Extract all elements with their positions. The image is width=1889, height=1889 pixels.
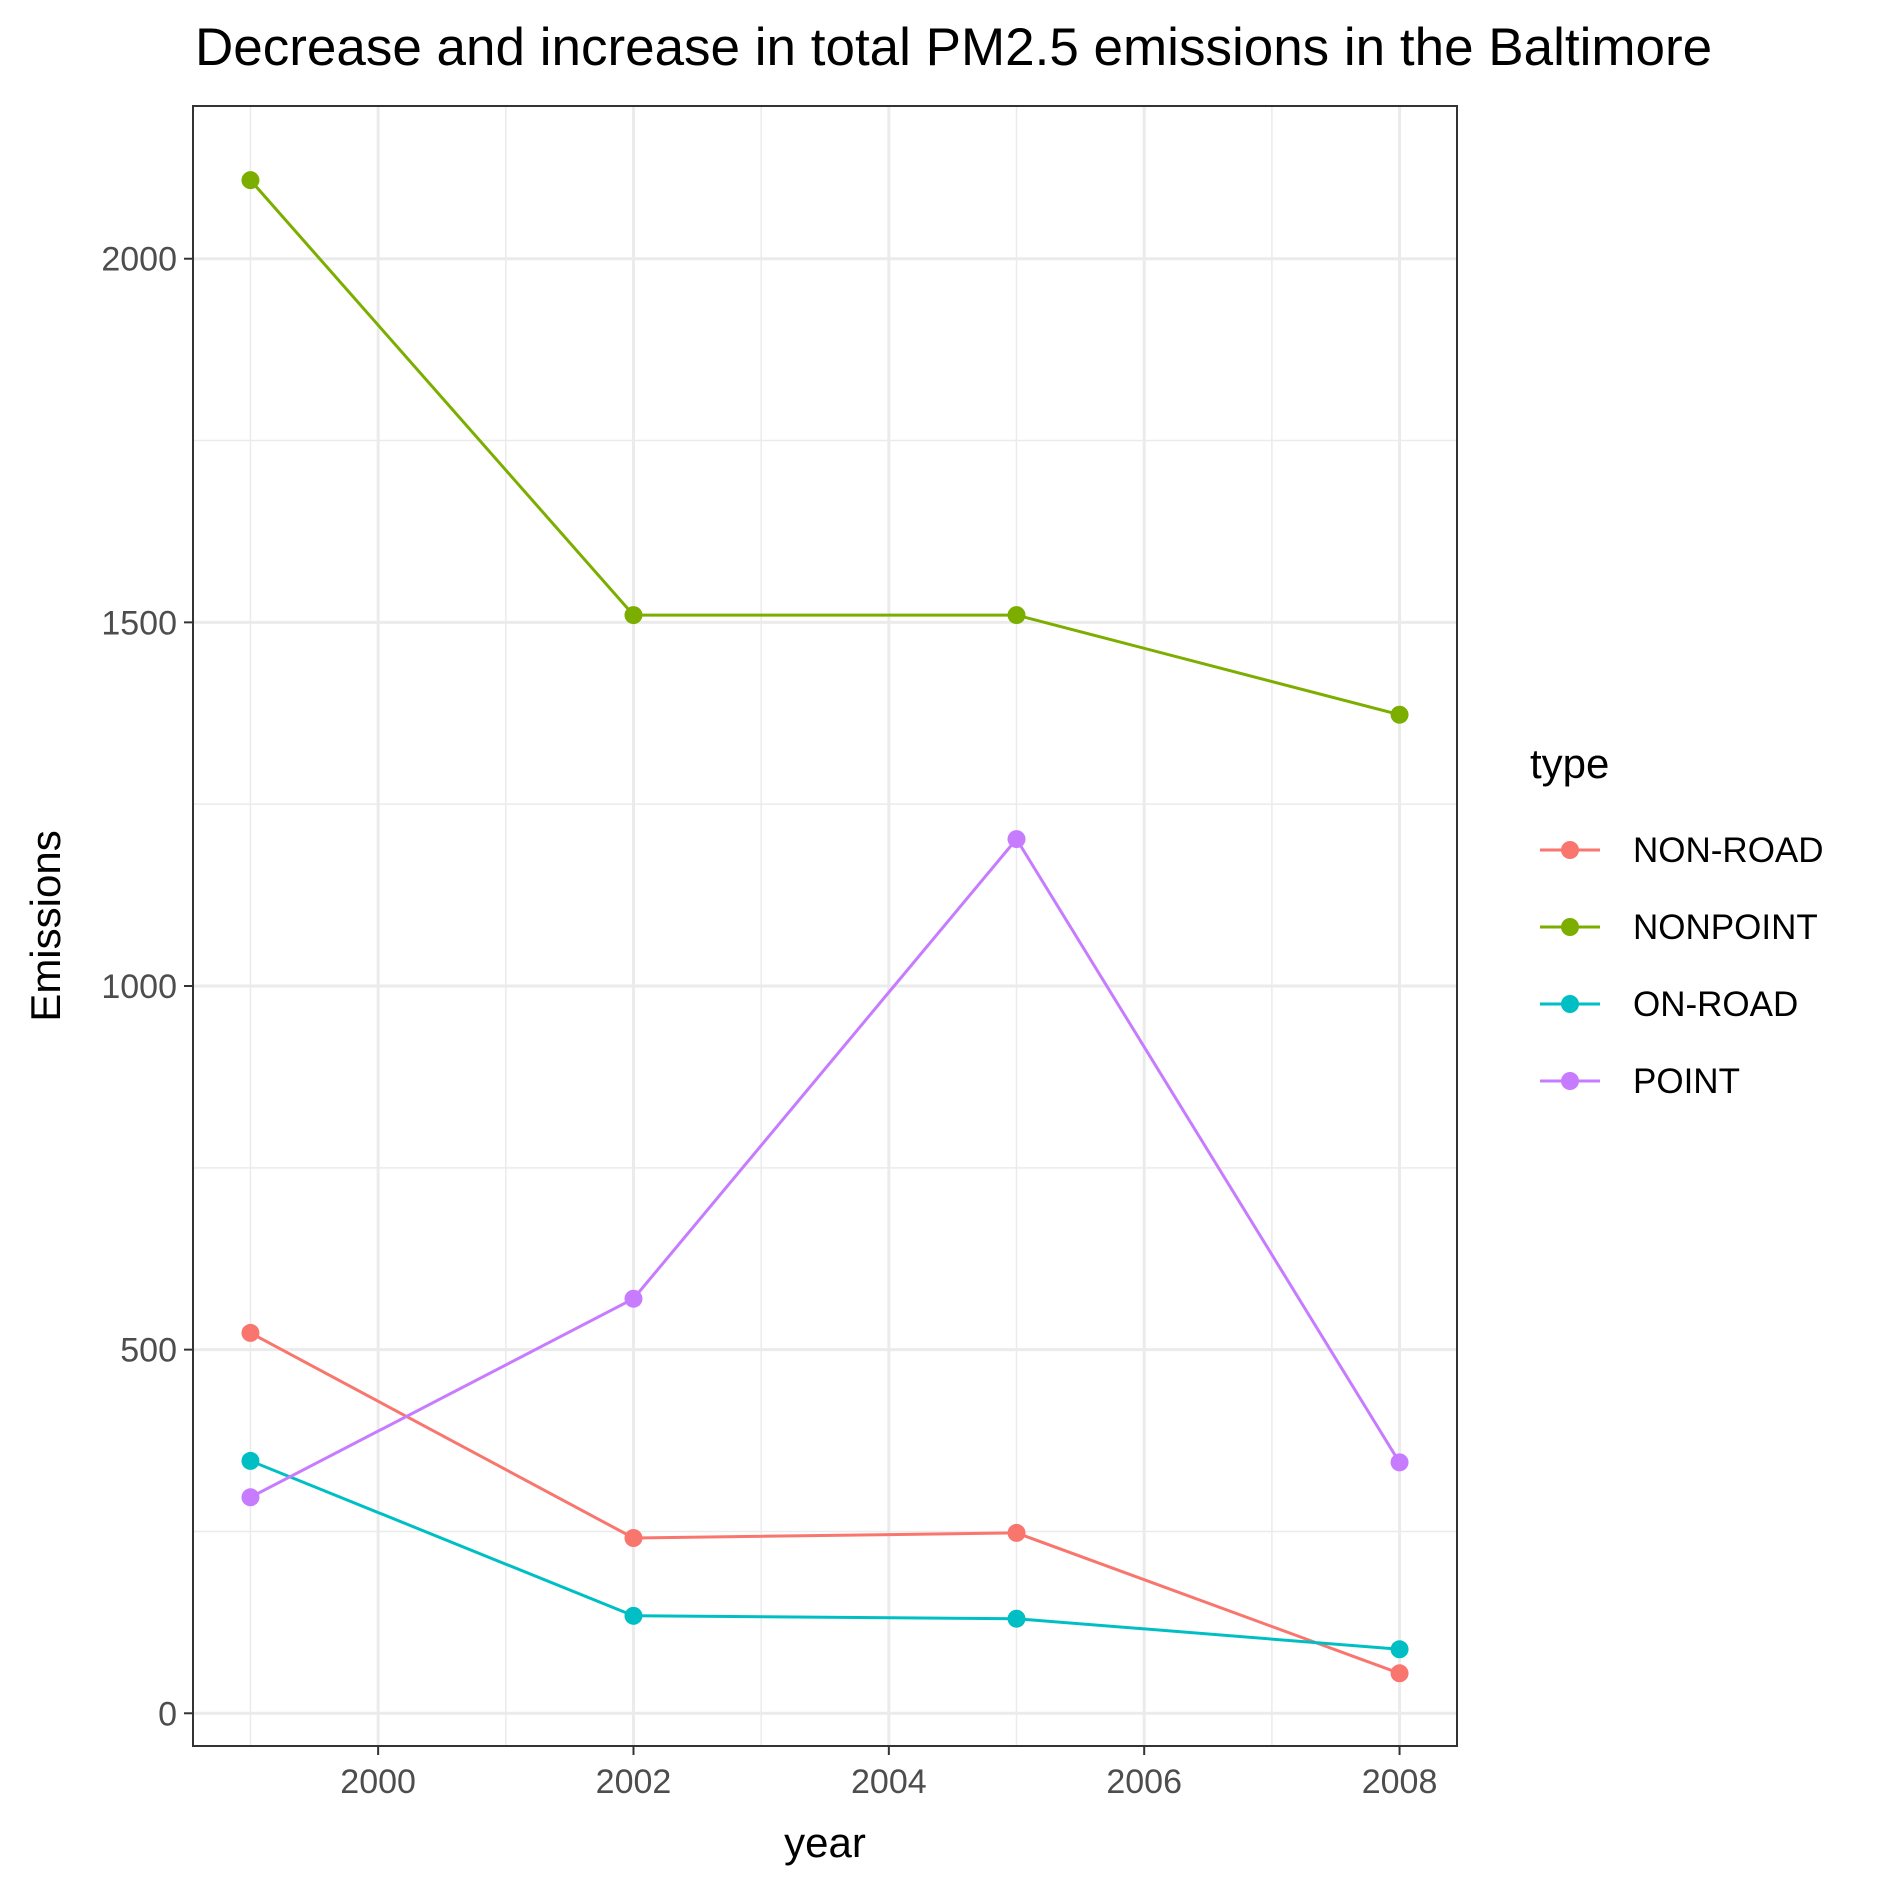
data-point-non-road (1390, 1664, 1409, 1683)
x-tick-label: 2004 (851, 1763, 927, 1801)
legend-item-on-road: ON-ROAD (1540, 985, 1798, 1024)
x-tick-label: 2008 (1362, 1763, 1438, 1801)
legend-key-point (1561, 1072, 1579, 1090)
legend-key-point (1561, 995, 1579, 1013)
legend-key-point (1561, 841, 1579, 859)
y-tick-label: 1000 (101, 968, 177, 1006)
x-axis-title: year (784, 1819, 866, 1866)
data-point-on-road (1007, 1609, 1026, 1628)
x-tick-label: 2002 (596, 1763, 672, 1801)
series-line-non-road (249, 1331, 1401, 1675)
y-tick-label: 500 (120, 1332, 177, 1370)
data-point-nonpoint (1390, 705, 1409, 724)
data-point-non-road (241, 1323, 260, 1342)
legend-label: NONPOINT (1633, 908, 1818, 947)
data-point-point (1390, 1453, 1409, 1472)
legend-item-nonpoint: NONPOINT (1540, 908, 1818, 947)
data-point-on-road (241, 1451, 260, 1470)
series-line-nonpoint (249, 179, 1400, 717)
y-axis-title: Emissions (22, 830, 69, 1021)
data-point-point (241, 1488, 260, 1507)
legend-title: type (1530, 740, 1609, 787)
y-tick-label: 0 (158, 1695, 177, 1733)
data-point-on-road (624, 1606, 643, 1625)
legend: type NON-ROAD NONPOINT ON-ROAD POINT (1530, 740, 1824, 1101)
x-tick-label: 2000 (340, 1763, 416, 1801)
data-point-point (624, 1289, 643, 1308)
plot-background (193, 106, 1457, 1746)
data-point-nonpoint (1007, 606, 1026, 625)
data-point-nonpoint (241, 171, 260, 190)
data-point-non-road (1007, 1523, 1026, 1542)
legend-key-point (1561, 918, 1579, 936)
series-layer (241, 171, 1409, 1683)
series-line-point (249, 836, 1401, 1499)
data-point-on-road (1390, 1640, 1409, 1659)
data-point-non-road (624, 1529, 643, 1547)
axis-ticks: 2000 2002 2004 2006 2008 0 500 1000 1500 2000 (101, 241, 1437, 1801)
series-line-on-road (249, 1459, 1400, 1651)
x-tick-label: 2006 (1106, 1763, 1182, 1801)
y-tick-label: 2000 (101, 241, 177, 279)
data-point-point (1007, 830, 1026, 849)
legend-item-point: POINT (1540, 1062, 1740, 1101)
legend-item-non-road: NON-ROAD (1540, 831, 1824, 870)
plot-border (192, 105, 1458, 1747)
y-tick-label: 1500 (101, 604, 177, 642)
legend-label: POINT (1633, 1062, 1740, 1101)
legend-label: ON-ROAD (1633, 985, 1798, 1024)
grid-lines (193, 106, 1457, 1746)
chart-title: Decrease and increase in total PM2.5 emi… (195, 18, 1712, 77)
legend-label: NON-ROAD (1633, 831, 1824, 870)
data-point-nonpoint (624, 606, 643, 625)
